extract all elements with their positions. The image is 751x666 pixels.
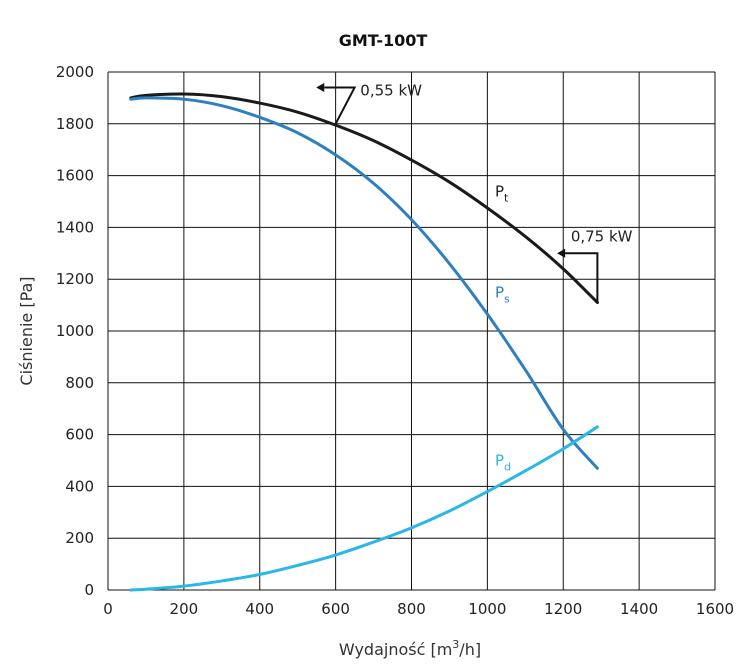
y-tick-label-2: 400	[65, 477, 94, 495]
annotations: 0,55 kW 0,75 kW	[316, 81, 633, 303]
series-label-main: P	[495, 182, 504, 200]
y-tick-label-8: 1600	[56, 167, 94, 185]
x-axis-title-prefix: Wydajność [m	[339, 640, 452, 659]
annotation-leader-0	[324, 86, 357, 125]
x-tick-label-4: 800	[397, 600, 426, 618]
grid	[107, 71, 716, 591]
x-tick-label-7: 1400	[620, 600, 658, 618]
annotation-label-0: 0,55 kW	[360, 81, 422, 99]
annotation-leader-1	[565, 252, 599, 303]
y-tick-label-3: 600	[65, 426, 94, 444]
annotation-arrowhead-0	[316, 83, 325, 93]
y-tick-label-9: 1800	[56, 115, 94, 133]
y-tick-label-10: 2000	[56, 63, 94, 81]
chart-title: GMT-100T	[339, 31, 428, 50]
series-label-sub: t	[504, 191, 509, 204]
series-label-sub: d	[504, 461, 511, 474]
y-tick-label-1: 200	[65, 529, 94, 547]
x-tick-label-3: 600	[321, 600, 350, 618]
y-tick-label-0: 0	[84, 581, 94, 599]
y-tick-label-7: 1400	[56, 218, 94, 236]
x-axis-title: Wydajność [m3/h]	[339, 638, 481, 659]
series-label-sub: s	[504, 292, 510, 305]
tick-labels: 0 200 400 600 800 1000 1200 1400 1600 0 200 400 600 8…	[56, 63, 734, 618]
x-axis-title-suffix: /h]	[459, 640, 481, 659]
x-axis-title-sup: 3	[452, 638, 459, 651]
series-label-main: P	[495, 283, 504, 301]
x-tick-label-2: 400	[245, 600, 274, 618]
x-tick-label-0: 0	[103, 600, 113, 618]
y-tick-label-6: 1200	[56, 270, 94, 288]
series-label-pt: Pt	[495, 182, 509, 204]
x-tick-label-6: 1200	[544, 600, 582, 618]
series-line-ps	[129, 96, 599, 470]
x-tick-label-1: 200	[170, 600, 199, 618]
series-label-main: P	[495, 452, 504, 470]
series-label-ps: Ps	[495, 283, 510, 305]
y-tick-label-5: 1000	[56, 322, 94, 340]
series-line-pd	[129, 425, 599, 592]
x-tick-label-8: 1600	[696, 600, 734, 618]
annotation-arrowhead-1	[557, 248, 566, 258]
series-label-pd: Pd	[495, 452, 511, 474]
series-line-pt	[129, 92, 599, 305]
annotation-label-1: 0,75 kW	[571, 228, 633, 246]
x-tick-label-5: 1000	[468, 600, 506, 618]
y-tick-label-4: 800	[65, 374, 94, 392]
series-lines	[129, 92, 599, 592]
y-axis-title: Ciśnienie [Pa]	[17, 276, 36, 385]
